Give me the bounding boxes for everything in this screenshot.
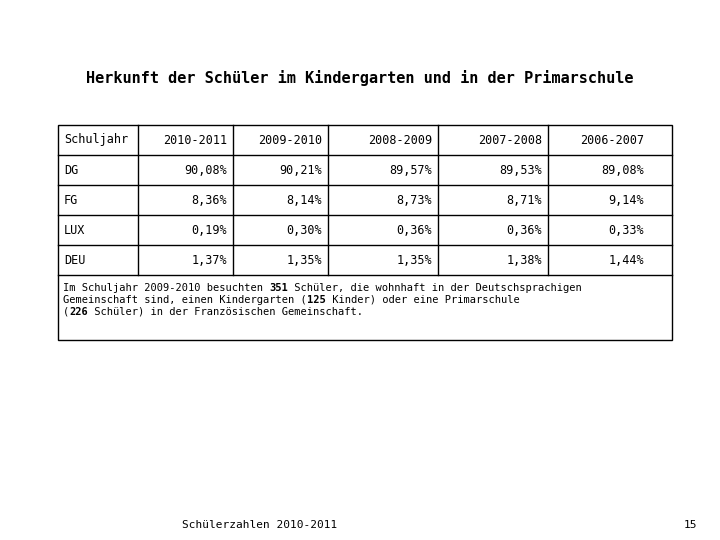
Text: 8,14%: 8,14% xyxy=(287,193,322,206)
Text: 0,30%: 0,30% xyxy=(287,224,322,237)
Text: 125: 125 xyxy=(307,295,325,305)
Text: 2006-2007: 2006-2007 xyxy=(580,133,644,146)
Text: 89,57%: 89,57% xyxy=(390,164,432,177)
Text: 15: 15 xyxy=(683,520,697,530)
Text: 1,38%: 1,38% xyxy=(506,253,542,267)
Text: 90,21%: 90,21% xyxy=(279,164,322,177)
Text: Herkunft der Schüler im Kindergarten und in der Primarschule: Herkunft der Schüler im Kindergarten und… xyxy=(86,70,634,86)
Text: Gemeinschaft sind, einen Kindergarten (: Gemeinschaft sind, einen Kindergarten ( xyxy=(63,295,307,305)
Bar xyxy=(58,125,672,340)
Text: (: ( xyxy=(63,307,69,317)
Text: 9,14%: 9,14% xyxy=(608,193,644,206)
Text: 2008-2009: 2008-2009 xyxy=(368,133,432,146)
Text: 351: 351 xyxy=(269,283,288,293)
Text: 8,71%: 8,71% xyxy=(506,193,542,206)
Text: Schüler) in der Französischen Gemeinschaft.: Schüler) in der Französischen Gemeinscha… xyxy=(88,307,363,317)
Text: 1,35%: 1,35% xyxy=(397,253,432,267)
Text: 90,08%: 90,08% xyxy=(184,164,227,177)
Text: 2009-2010: 2009-2010 xyxy=(258,133,322,146)
Text: 8,36%: 8,36% xyxy=(192,193,227,206)
Text: Kinder) oder eine Primarschule: Kinder) oder eine Primarschule xyxy=(325,295,519,305)
Text: 0,36%: 0,36% xyxy=(397,224,432,237)
Text: 89,08%: 89,08% xyxy=(601,164,644,177)
Text: Schülerzahlen 2010-2011: Schülerzahlen 2010-2011 xyxy=(182,520,338,530)
Text: 89,53%: 89,53% xyxy=(499,164,542,177)
Text: 1,35%: 1,35% xyxy=(287,253,322,267)
Text: FG: FG xyxy=(64,193,78,206)
Text: Im Schuljahr 2009-2010 besuchten: Im Schuljahr 2009-2010 besuchten xyxy=(63,283,269,293)
Text: 0,19%: 0,19% xyxy=(192,224,227,237)
Text: 2010-2011: 2010-2011 xyxy=(163,133,227,146)
Text: 0,36%: 0,36% xyxy=(506,224,542,237)
Text: 2007-2008: 2007-2008 xyxy=(478,133,542,146)
Text: 0,33%: 0,33% xyxy=(608,224,644,237)
Text: 226: 226 xyxy=(69,307,88,317)
Text: DG: DG xyxy=(64,164,78,177)
Text: Schüler, die wohnhaft in der Deutschsprachigen: Schüler, die wohnhaft in der Deutschspra… xyxy=(288,283,582,293)
Text: Schuljahr: Schuljahr xyxy=(64,133,128,146)
Text: DEU: DEU xyxy=(64,253,86,267)
Text: 8,73%: 8,73% xyxy=(397,193,432,206)
Text: LUX: LUX xyxy=(64,224,86,237)
Text: 1,37%: 1,37% xyxy=(192,253,227,267)
Text: 1,44%: 1,44% xyxy=(608,253,644,267)
